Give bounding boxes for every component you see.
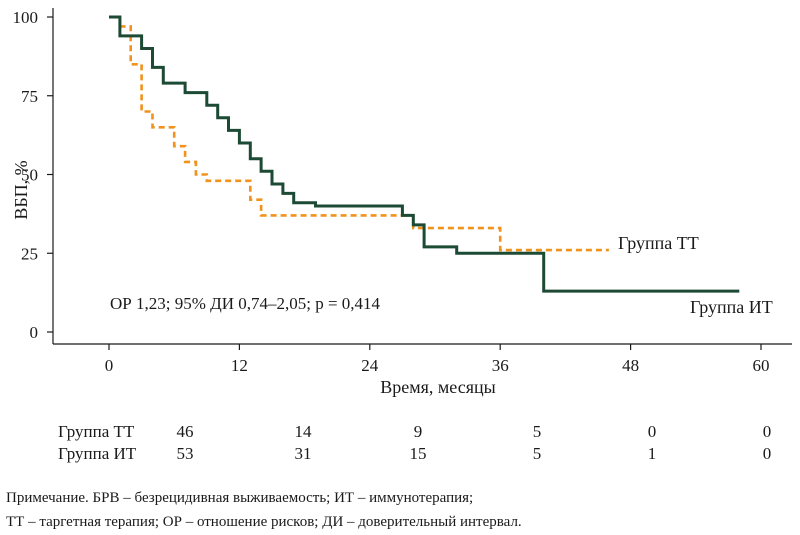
x-tick-label: 24 <box>361 356 379 375</box>
risk-value: 14 <box>295 422 313 441</box>
risk-value: 15 <box>410 444 427 463</box>
risk-row-label-tt: Группа ТТ <box>58 422 135 441</box>
y-tick-label: 50 <box>21 166 38 185</box>
note-line-2: ТТ – таргетная терапия; ОР – отношение р… <box>6 514 522 530</box>
x-tick-label: 60 <box>753 356 770 375</box>
hazard-ratio-annotation: ОР 1,23; 95% ДИ 0,74–2,05; p = 0,414 <box>110 294 381 313</box>
y-tick-label: 0 <box>30 323 39 342</box>
risk-value: 0 <box>648 422 657 441</box>
risk-value: 0 <box>763 444 772 463</box>
y-axis-ticks: 0 25 50 75 100 <box>13 8 53 342</box>
note-line-1: Примечание. БРВ – безрецидивная выживаем… <box>6 490 473 506</box>
series-label-tt: Группа ТТ <box>618 233 699 253</box>
y-tick-label: 100 <box>13 8 39 27</box>
risk-value: 0 <box>763 422 772 441</box>
series-line-tt <box>109 15 609 252</box>
risk-value: 5 <box>533 422 542 441</box>
x-axis-title: Время, месяцы <box>380 377 496 397</box>
y-axis-title: ВБП, % <box>11 160 31 219</box>
risk-values: 46 14 9 5 0 0 53 31 15 5 1 0 <box>177 422 772 463</box>
risk-value: 46 <box>177 422 194 441</box>
series-label-it: Группа ИТ <box>690 297 773 317</box>
x-tick-label: 12 <box>231 356 248 375</box>
series-line-it <box>109 15 740 293</box>
series-layer <box>109 15 740 293</box>
risk-row-label-it: Группа ИТ <box>58 444 137 463</box>
x-tick-label: 48 <box>622 356 639 375</box>
x-axis-ticks: 0 12 24 36 48 60 <box>105 344 770 375</box>
y-tick-label: 25 <box>21 244 38 263</box>
x-tick-label: 36 <box>492 356 509 375</box>
risk-value: 5 <box>533 444 542 463</box>
y-tick-label: 75 <box>21 87 38 106</box>
risk-value: 9 <box>414 422 423 441</box>
risk-value: 31 <box>295 444 312 463</box>
risk-value: 53 <box>177 444 194 463</box>
risk-value: 1 <box>648 444 657 463</box>
x-tick-label: 0 <box>105 356 114 375</box>
